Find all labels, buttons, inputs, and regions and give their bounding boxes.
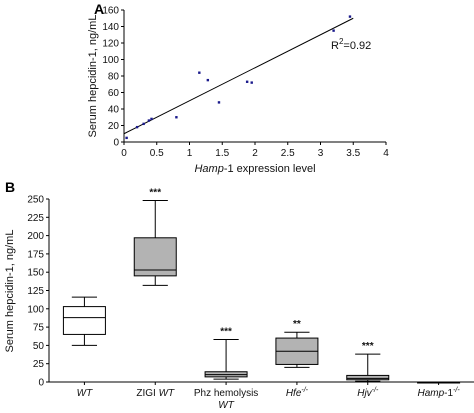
- category-label-line2: WT: [218, 400, 234, 411]
- data-point: [125, 136, 128, 140]
- category-label: Hjv-/-: [357, 387, 379, 399]
- x-tick-label: 0.5: [150, 148, 164, 159]
- y-tick-label: 0: [113, 138, 119, 149]
- y-tick-label: 140: [102, 22, 119, 33]
- y-tick-label: 0: [38, 378, 44, 389]
- category-label: Phz hemolysis: [194, 388, 258, 399]
- y-tick-label: 100: [27, 304, 44, 315]
- y-tick-label: 120: [102, 39, 119, 50]
- trendline: [123, 17, 354, 135]
- y-tick-label: 50: [33, 341, 45, 352]
- panel-a-label: A: [94, 1, 104, 17]
- y-tick-label: 20: [108, 121, 120, 132]
- y-tick-label: 125: [27, 286, 44, 297]
- y-tick-label: 150: [27, 268, 44, 279]
- data-point: [217, 101, 221, 104]
- data-point: [348, 15, 352, 18]
- y-tick-label: 250: [27, 195, 44, 206]
- iqr-box: [346, 374, 390, 381]
- box-4: **: [275, 319, 319, 368]
- significance-marker: ***: [220, 327, 232, 338]
- box-2: ***: [133, 187, 177, 286]
- x-tick-label: 4: [383, 148, 389, 159]
- panel-b-label: B: [5, 179, 15, 195]
- r-squared-label: R2=0.92: [331, 37, 371, 52]
- significance-marker: ***: [149, 187, 161, 198]
- x-tick-label: 1.5: [215, 148, 229, 159]
- category-label: Hamp-1-/-: [417, 387, 460, 399]
- x-tick-label: 1: [187, 148, 193, 159]
- data-point: [206, 78, 210, 82]
- y-axis-title-b: Serum hepcidin-1, ng/mL: [4, 230, 16, 353]
- y-tick-label: 25: [33, 359, 45, 370]
- data-point: [198, 71, 201, 74]
- y-tick-label: 175: [27, 249, 44, 260]
- y-tick-label: 160: [102, 6, 119, 17]
- y-tick-label: 40: [108, 105, 120, 116]
- y-tick-label: 225: [27, 213, 44, 224]
- iqr-box: [62, 306, 106, 335]
- data-point: [175, 116, 178, 119]
- significance-marker: **: [293, 319, 301, 330]
- y-tick-label: 200: [27, 231, 44, 242]
- x-tick-label: 2: [252, 148, 258, 159]
- significance-marker: ***: [362, 341, 374, 352]
- data-point: [150, 117, 153, 121]
- category-label: ZIGI WT: [136, 388, 175, 399]
- y-tick-label: 80: [108, 72, 120, 83]
- x-tick-label: 2.5: [281, 148, 295, 159]
- y-axis-title-a: Serum hepcidin-1, ng/mL: [87, 15, 99, 138]
- y-tick-label: 60: [108, 88, 120, 99]
- data-point: [147, 119, 151, 122]
- x-tick-label: 0: [121, 148, 127, 159]
- data-point: [135, 125, 139, 129]
- data-point: [142, 122, 145, 126]
- y-tick-label: 100: [102, 55, 119, 66]
- data-point: [245, 80, 249, 83]
- category-label: Hfe-/-: [286, 387, 309, 399]
- x-tick-label: 3.5: [346, 148, 360, 159]
- box-1: [62, 296, 106, 346]
- x-tick-label: 3: [318, 148, 324, 159]
- data-point: [332, 29, 335, 32]
- category-label: WT: [77, 388, 93, 399]
- y-tick-label: 75: [33, 323, 45, 334]
- box-3: ***: [204, 327, 248, 380]
- data-point: [250, 81, 253, 84]
- box-5: ***: [346, 341, 390, 382]
- x-axis-title-a: Hamp-1 expression level: [194, 163, 315, 175]
